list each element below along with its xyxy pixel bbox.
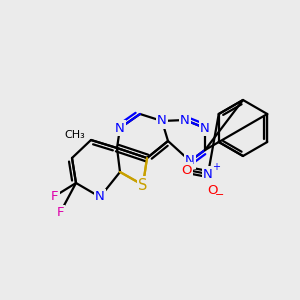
Text: N: N xyxy=(95,190,105,203)
Text: N: N xyxy=(180,113,190,127)
Text: N: N xyxy=(157,115,167,128)
Text: −: − xyxy=(215,190,225,200)
Text: N: N xyxy=(185,154,195,167)
Text: +: + xyxy=(212,162,220,172)
Text: O: O xyxy=(182,164,192,176)
Text: O: O xyxy=(207,184,217,196)
Text: F: F xyxy=(56,206,64,220)
Text: N: N xyxy=(115,122,125,134)
Text: F: F xyxy=(51,190,59,202)
Text: N: N xyxy=(203,167,213,181)
Text: N: N xyxy=(200,122,210,134)
Text: S: S xyxy=(138,178,148,193)
Text: CH₃: CH₃ xyxy=(64,130,86,140)
